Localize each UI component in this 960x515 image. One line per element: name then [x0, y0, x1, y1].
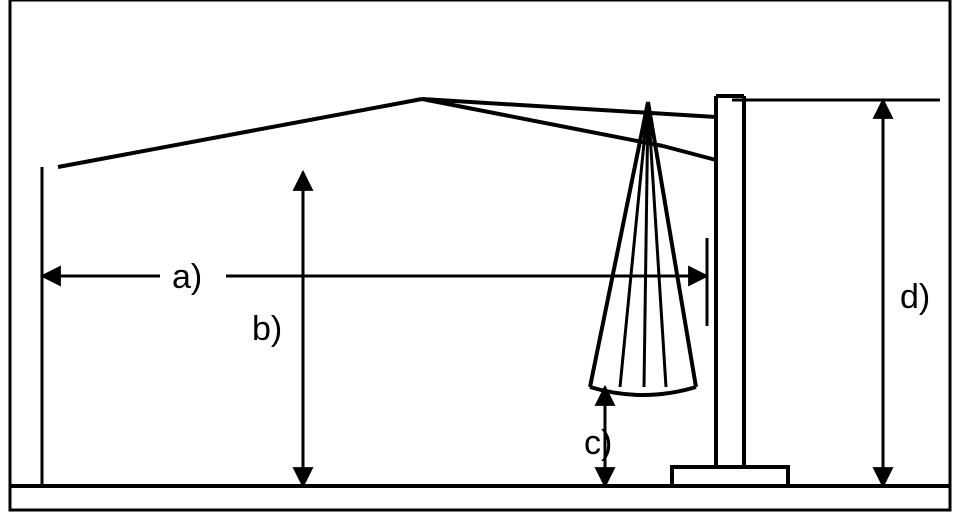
- frame-border: [10, 0, 950, 510]
- folded-right: [648, 102, 696, 387]
- dim-a-label: a): [172, 258, 202, 296]
- canopy-arm-bottom: [663, 146, 716, 160]
- folded-left: [590, 102, 648, 387]
- dim-c-label: c): [584, 424, 612, 462]
- pole-base: [672, 467, 788, 486]
- canopy-left-edge: [58, 99, 422, 167]
- umbrella-dimension-diagram: a) b) c) d): [0, 0, 960, 515]
- dim-d-label: d): [900, 278, 930, 316]
- dim-b-label: b): [252, 310, 282, 348]
